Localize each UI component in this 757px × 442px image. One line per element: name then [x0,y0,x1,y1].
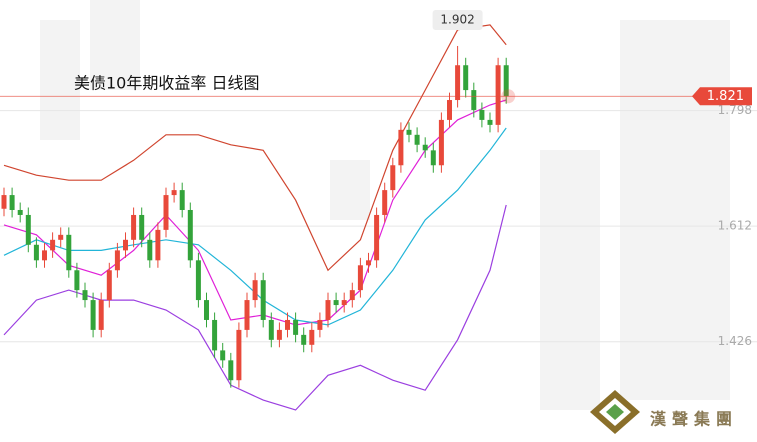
candle-body [447,100,452,120]
candle-body [406,129,412,135]
high-annotation-box [432,10,483,30]
candle-body [50,239,56,251]
candle-body [9,195,15,210]
candle-body [204,300,209,320]
candle-body [285,319,290,330]
candle-body [430,150,436,166]
candle-body [98,300,104,330]
candle-body [1,195,7,209]
candle-body [357,265,363,291]
candle-body [187,209,193,261]
candle-body [366,260,371,266]
candle-body [398,129,404,166]
candle-body [260,280,266,320]
candle-body [471,90,477,110]
candle-body [268,319,274,340]
candle-body [463,65,469,91]
candle-body [382,190,388,215]
candle-body [25,214,31,245]
candle-body [163,195,169,230]
candle-body [74,270,80,291]
watermark-text: 漢聲集團 [650,410,738,429]
y-tick-label: 1.426 [718,334,752,348]
candle-body [252,280,258,301]
last-price-label: 1.821 [707,89,744,104]
candle-body [17,209,23,215]
candle-body [147,239,153,261]
y-tick-label: 1.798 [718,103,752,117]
candle-body [293,319,299,335]
y-tick-label: 1.612 [718,219,752,233]
candle-body [236,329,242,381]
candle-body [309,329,315,345]
candle-body [301,334,307,345]
candle-body [479,109,485,120]
candle-body [414,134,420,145]
candle-body [195,260,201,301]
candle-body [58,234,64,240]
candle-body [228,360,234,381]
candle-body [212,319,218,351]
indicator-line [3,24,507,272]
high-annotation: 1.902 [440,13,474,27]
candle-body [42,250,47,261]
candle-body [495,65,501,125]
candle-body [487,119,493,125]
candle-body [179,190,185,210]
candle-body [317,319,323,330]
candle-body [123,239,128,251]
candle-body [455,65,461,101]
indicator-line [3,204,507,411]
candle-body [171,190,177,196]
candle-body [131,214,137,240]
candle-body [390,165,396,191]
candle-body [325,300,331,320]
candle-body [349,290,355,301]
candle-body [374,214,380,261]
candle-body [106,270,112,301]
watermark-logo [590,390,640,434]
background-decoration [40,0,730,410]
last-price-glow [501,89,516,104]
candle-body [422,144,428,151]
candle-body [244,300,250,330]
candle-body [341,300,347,306]
candle-body [220,350,226,361]
candle-body [155,229,161,261]
last-price-tag [692,87,752,106]
chart-title: 美债10年期收益率 日线图 [74,74,259,93]
candle-body [90,300,96,330]
candle-body [503,65,509,97]
candle-body [276,329,282,340]
candle-body [333,300,339,306]
candle-body [33,244,39,261]
candle-body [114,250,120,271]
candle-body [82,290,88,301]
candle-body [438,119,444,166]
candle-body [139,214,145,240]
candle-body [66,234,72,271]
